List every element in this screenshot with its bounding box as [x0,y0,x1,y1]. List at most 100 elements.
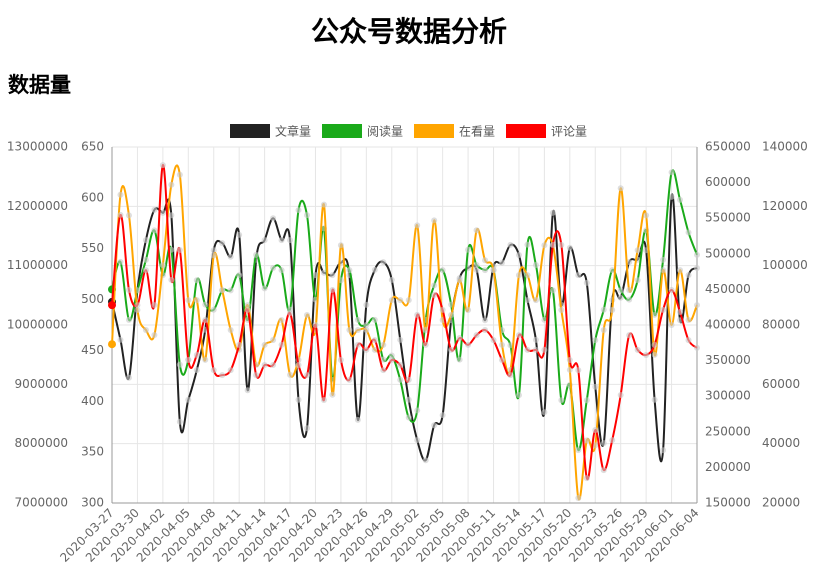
legend-label: 评论量 [551,125,587,139]
data-point [532,336,539,343]
data-point [185,297,192,304]
data-point [236,341,243,348]
data-point [651,351,658,358]
data-point [270,215,277,222]
y-tick-label: 200000 [705,460,751,474]
data-point [142,326,149,333]
data-point [168,276,175,283]
data-point [541,346,548,353]
data-point [185,396,192,403]
data-point [532,346,539,353]
data-point [473,261,480,268]
data-point [202,301,209,308]
data-point [176,171,183,178]
y-tick-label: 9000000 [15,377,68,391]
data-point [575,495,582,502]
data-point [270,362,277,369]
data-point [125,212,132,219]
data-point [524,272,531,279]
data-point [337,242,344,249]
data-point [193,367,200,374]
data-point [371,316,378,323]
legend-swatch[interactable] [322,124,362,138]
data-point [465,341,472,348]
data-point [422,341,429,348]
y-tick-label: 600 [81,190,104,204]
data-point [176,418,183,425]
data-point [236,272,243,279]
data-point [482,257,489,264]
legend-swatch[interactable] [506,124,546,138]
data-point [320,397,327,404]
data-point [660,267,667,274]
data-point [677,308,684,315]
data-point [210,247,217,254]
data-point [524,346,531,353]
data-point [397,297,404,304]
data-point [626,287,633,294]
data-point [515,272,522,279]
data-point [363,346,370,353]
data-point [261,285,268,292]
data-point [507,241,514,248]
data-point [439,267,446,274]
data-point [193,297,200,304]
y-tick-label: 140000 [762,140,808,154]
data-point [414,222,421,229]
data-point [380,367,387,374]
data-point [448,346,455,353]
data-point [685,272,692,279]
data-point [541,316,548,323]
data-point [634,346,641,353]
data-point [575,367,582,374]
data-point [524,297,531,304]
data-point [532,261,539,268]
data-point [270,265,277,272]
data-point [219,240,226,247]
data-point [651,396,658,403]
data-point [236,231,243,238]
y-tick-label: 13000000 [7,140,68,154]
data-point [549,209,556,216]
data-point [456,277,463,284]
y-tick-label: 650 [81,140,104,154]
data-point [202,356,209,363]
data-point [193,351,200,358]
data-point [320,201,327,208]
data-point [405,297,412,304]
y-tick-label: 60000 [762,377,800,391]
data-point [431,217,438,224]
data-point [473,332,480,339]
data-point [380,259,387,266]
data-point [583,475,590,482]
data-point [193,277,200,284]
data-point [600,440,607,447]
data-point [388,357,395,364]
data-point [329,272,336,279]
data-point [168,212,175,219]
data-point [253,372,260,379]
data-point [575,272,582,279]
legend-swatch[interactable] [230,124,270,138]
data-point [244,302,251,309]
data-point [499,357,505,364]
data-point [499,341,505,348]
data-point [117,191,124,198]
data-point [600,326,607,333]
data-point [304,372,310,379]
y-tick-label: 300000 [705,389,751,403]
data-point [575,447,582,454]
data-point [380,341,387,348]
data-point [142,267,149,274]
data-point [456,356,463,363]
data-point [499,259,505,266]
data-point [329,391,336,398]
legend-swatch[interactable] [414,124,454,138]
data-point [600,306,607,313]
data-point [592,337,599,344]
data-point [566,357,573,364]
data-point [490,267,497,274]
data-point [439,412,446,419]
y-tick-label: 10000000 [7,318,68,332]
data-point [507,342,514,349]
